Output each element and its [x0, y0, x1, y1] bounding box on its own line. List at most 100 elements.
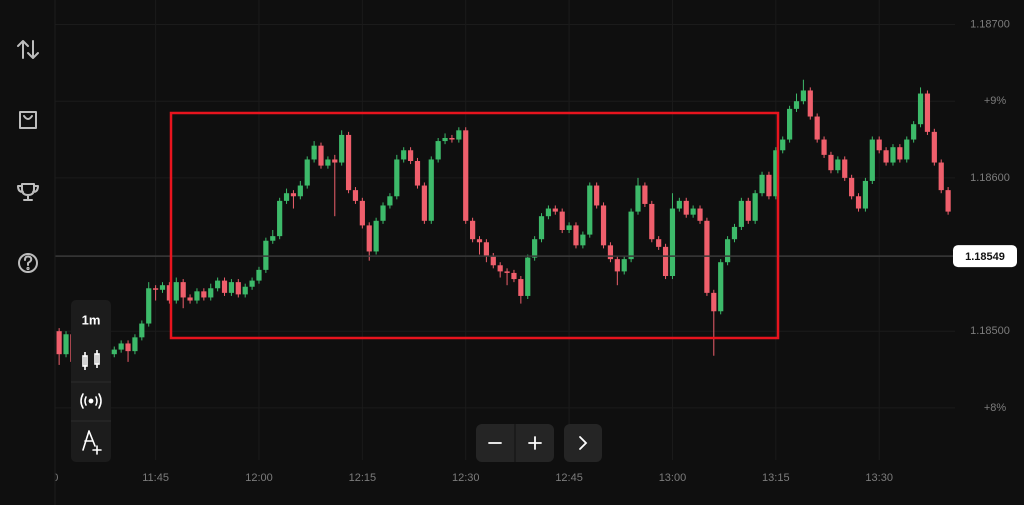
candle-body: [890, 147, 896, 163]
candle-body: [869, 139, 875, 181]
candle-body: [759, 174, 765, 194]
x-tick-label: 13:30: [865, 472, 893, 484]
candle-body: [552, 208, 558, 212]
chart-type-button[interactable]: [82, 350, 100, 370]
x-tick-label: 13:00: [659, 472, 687, 484]
help-icon[interactable]: [18, 253, 38, 273]
candle-body: [800, 90, 806, 102]
x-tick-label: 12:30: [452, 472, 480, 484]
candle-body: [704, 220, 710, 293]
candle-body: [518, 279, 524, 296]
scroll-right-button[interactable]: [579, 436, 588, 450]
candle-body: [814, 116, 820, 140]
interval-button[interactable]: 1m: [82, 312, 101, 327]
candle-body: [924, 93, 931, 132]
trade-icon[interactable]: [17, 40, 39, 59]
market-icon[interactable]: [19, 111, 37, 129]
candle-body: [463, 130, 469, 221]
candle-body: [538, 216, 545, 240]
candle-body: [290, 193, 297, 197]
candle-body: [683, 200, 689, 215]
candle-body: [407, 150, 414, 161]
candle-body: [573, 225, 579, 246]
candle-body: [132, 337, 138, 352]
candle-body: [318, 145, 324, 166]
candle-body: [718, 262, 724, 312]
candle-body: [249, 280, 255, 287]
tournament-icon[interactable]: [17, 183, 39, 201]
candle-body: [118, 343, 124, 350]
candle-body: [297, 185, 303, 197]
candle-body: [270, 236, 276, 241]
candle-body: [401, 150, 407, 160]
candle-body: [345, 134, 352, 191]
candle-body: [587, 185, 593, 235]
candle-body: [669, 208, 676, 276]
candle-body: [697, 208, 703, 221]
candle-body: [476, 239, 483, 243]
candle-body: [490, 256, 496, 266]
y-tick-label: 1.18500: [970, 325, 1010, 337]
candle-body: [228, 282, 235, 293]
candle-body: [366, 225, 372, 252]
x-tick-label: 12:15: [349, 472, 377, 484]
candle-body: [235, 282, 241, 295]
candle-body: [442, 138, 448, 142]
candle-body: [711, 292, 717, 312]
candle-body: [642, 185, 648, 204]
candle-body: [111, 349, 117, 355]
candle-body: [724, 239, 731, 263]
candle-body: [676, 200, 682, 209]
candle-body: [594, 185, 600, 206]
candle-body: [153, 288, 159, 290]
candle-body: [931, 131, 937, 163]
candle-body: [752, 193, 758, 221]
candle-body: [787, 108, 793, 140]
candle-body: [821, 139, 827, 155]
candle-body: [917, 93, 924, 125]
candle-body: [421, 185, 427, 221]
candle-body: [283, 193, 290, 201]
candle-body: [566, 225, 572, 230]
y-tick-label: 1.18700: [970, 18, 1010, 30]
candle-body: [387, 196, 393, 206]
candle-body: [187, 297, 193, 301]
current-price-label: 1.18549: [965, 251, 1005, 263]
candle-body: [359, 200, 365, 226]
candle-body: [745, 200, 751, 221]
candle-body: [215, 280, 221, 289]
candle-body: [628, 211, 634, 260]
candle-body: [263, 240, 269, 270]
x-tick-label: 13:15: [762, 472, 790, 484]
current-price-tag: [953, 245, 1017, 268]
candle-body: [332, 159, 338, 163]
candle-body: [339, 134, 345, 163]
candle-body: [773, 150, 779, 197]
chart-toolbar: 1m: [71, 300, 111, 462]
price-overlay: 1.18700 1.18600 1.18500 +9% +8% 1.18549: [953, 18, 1017, 414]
signals-button[interactable]: [80, 393, 102, 409]
candle-body: [793, 101, 800, 109]
zoom-in-button[interactable]: [528, 436, 542, 450]
candle-body: [63, 334, 69, 355]
candle-body: [828, 154, 834, 171]
drawing-button[interactable]: [82, 430, 102, 455]
candle-body: [862, 180, 869, 209]
sidebar-bg: [0, 0, 55, 505]
candle-body: [380, 205, 386, 221]
candle-body: [201, 291, 207, 298]
candle-body: [635, 185, 641, 212]
candle-body: [849, 177, 855, 197]
candle-body: [656, 239, 662, 247]
candle-body: [208, 288, 214, 298]
candle-body: [938, 162, 944, 191]
candle-body: [256, 269, 262, 281]
candle-body: [435, 141, 441, 160]
candle-body: [690, 208, 696, 215]
candle-body: [649, 203, 655, 240]
scroll-button-bg: [564, 424, 602, 462]
x-tick-label: 12:45: [555, 472, 583, 484]
candle-body: [325, 159, 331, 166]
